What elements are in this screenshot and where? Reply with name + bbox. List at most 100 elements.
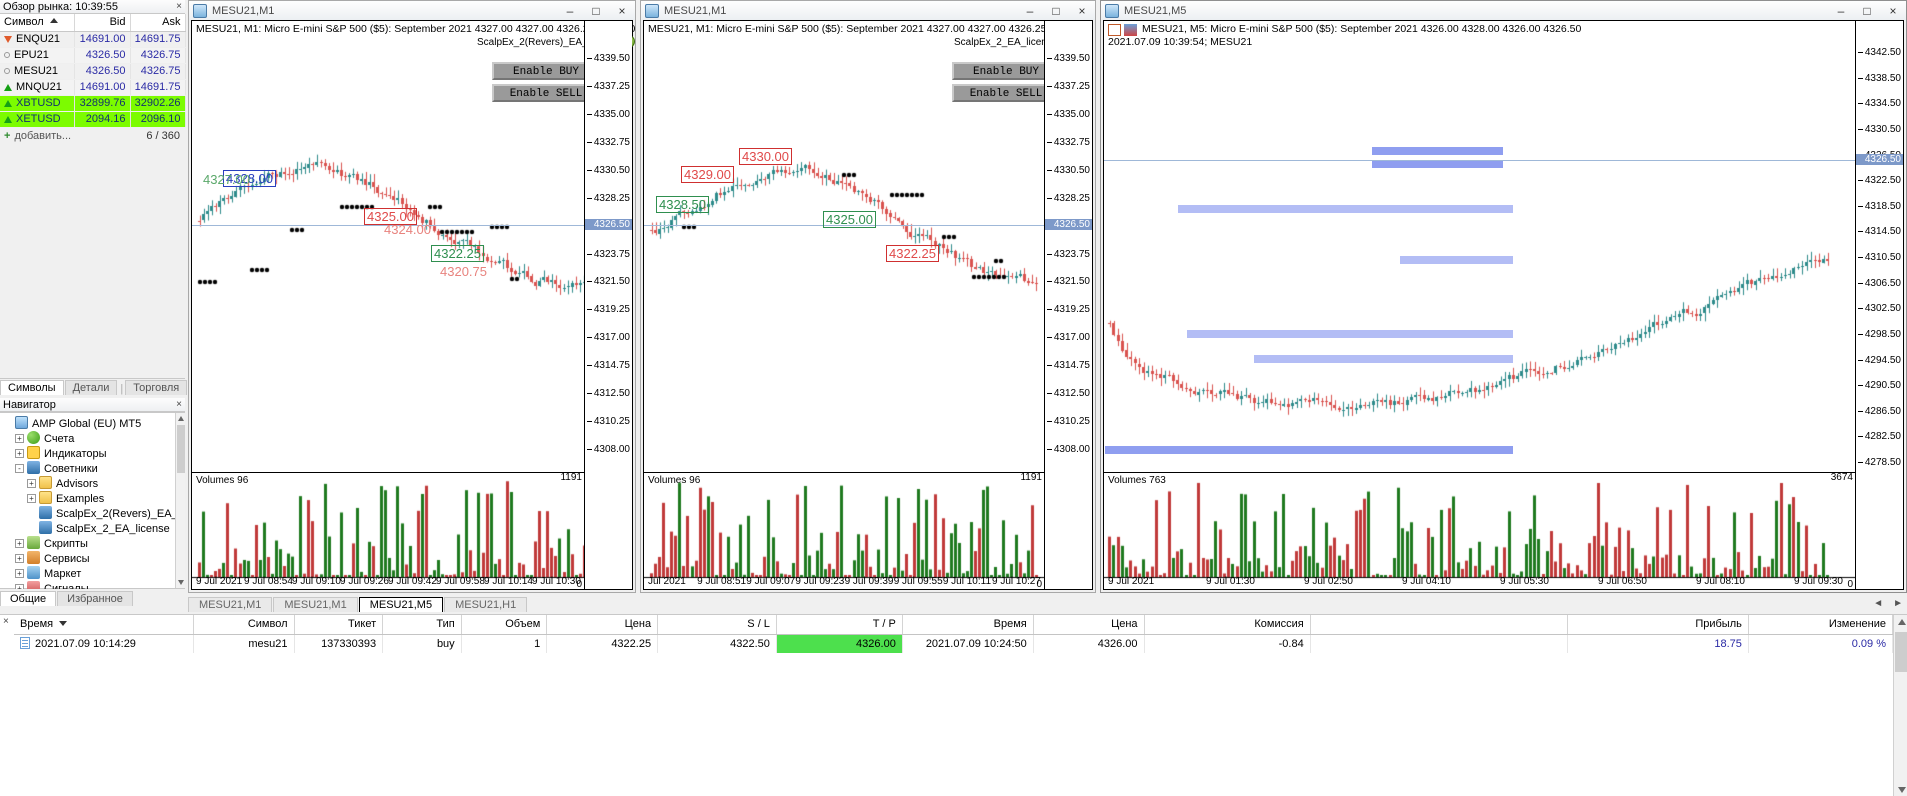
nav-item-services[interactable]: + Сервисы bbox=[3, 551, 185, 566]
nav-item-accounts[interactable]: + Счета bbox=[3, 431, 185, 446]
expander-icon[interactable]: + bbox=[27, 479, 36, 488]
col-header-symbol[interactable]: Символ bbox=[0, 14, 75, 32]
nav-item-folder[interactable]: + Advisors bbox=[3, 476, 185, 491]
minimize-button[interactable]: – bbox=[566, 3, 574, 18]
term-col-12[interactable]: Прибыль bbox=[1567, 615, 1749, 635]
expander-icon[interactable]: - bbox=[15, 464, 24, 473]
navigator-scrollbar[interactable] bbox=[175, 413, 185, 588]
expander-icon[interactable]: + bbox=[27, 494, 36, 503]
term-col-6[interactable]: S / L bbox=[657, 615, 777, 635]
add-symbol-label: добавить... bbox=[14, 129, 72, 142]
order-price-label: 4328.50 bbox=[656, 196, 709, 213]
expander-icon[interactable]: + bbox=[15, 569, 24, 578]
close-button[interactable]: × bbox=[618, 3, 626, 18]
minimize-button[interactable]: – bbox=[1837, 3, 1845, 18]
scroll-right-icon[interactable]: ► bbox=[1893, 598, 1903, 609]
table-row[interactable]: 2021.07.09 10:14:29 mesu21 137330393 buy 1 43… bbox=[14, 634, 1894, 653]
chart-window-3[interactable]: MESU21,M5 – □ × MESU21, M5: Micro E-mini… bbox=[1100, 0, 1907, 593]
chart1-y-axis[interactable]: 4339.50 4337.25 4335.00 4332.75 4330.50 4328.… bbox=[584, 21, 632, 589]
chart2-titlebar[interactable]: MESU21,M1 – □ × bbox=[641, 1, 1095, 20]
chart3-price-canvas[interactable] bbox=[1104, 47, 1857, 485]
nav-item-market[interactable]: + Маркет bbox=[3, 566, 185, 581]
chart3-y-axis[interactable]: 4342.50 4338.50 4334.50 4330.50 4326.50 4322.… bbox=[1855, 21, 1903, 589]
market-watch-row[interactable]: EPU21 4326.50 4326.75 bbox=[0, 47, 186, 64]
expander-icon[interactable]: + bbox=[15, 539, 24, 548]
scroll-left-icon[interactable]: ◄ bbox=[1873, 598, 1884, 609]
nav-item-indicators[interactable]: + Индикаторы bbox=[3, 446, 185, 461]
term-col-1[interactable]: Символ bbox=[193, 615, 295, 635]
tab-favorites[interactable]: Избранное bbox=[57, 591, 133, 606]
scroll-down-icon[interactable] bbox=[1898, 787, 1906, 793]
term-col-0[interactable]: Время bbox=[14, 615, 194, 635]
term-col-7[interactable]: T / P bbox=[776, 615, 903, 635]
minimize-button[interactable]: – bbox=[1026, 3, 1034, 18]
nav-item-terminal[interactable]: AMP Global (EU) MT5 bbox=[3, 416, 185, 431]
col-header-ask[interactable]: Ask bbox=[130, 14, 186, 32]
terminal-close-icon[interactable]: × bbox=[3, 616, 9, 627]
market-watch-row[interactable]: ENQU21 14691.00 14691.75 bbox=[0, 31, 186, 48]
term-col-8[interactable]: Время bbox=[902, 615, 1034, 635]
term-col-10[interactable]: Комиссия bbox=[1144, 615, 1311, 635]
add-symbol-row[interactable]: + добавить... 6 / 360 bbox=[0, 128, 185, 144]
expander-icon[interactable]: + bbox=[15, 554, 24, 563]
chart1-canvas-area[interactable]: MESU21, M1: Micro E-mini S&P 500 ($5): S… bbox=[191, 20, 635, 591]
close-button[interactable]: × bbox=[1889, 3, 1897, 18]
chart2-bid-line bbox=[644, 225, 1048, 226]
close-button[interactable]: × bbox=[1078, 3, 1086, 18]
scroll-up-icon[interactable] bbox=[178, 416, 184, 421]
scroll-down-icon[interactable] bbox=[178, 580, 184, 585]
chart3-canvas-area[interactable]: MESU21, M5: Micro E-mini S&P 500 ($5): S… bbox=[1103, 20, 1904, 591]
scrollbar-thumb[interactable] bbox=[1895, 632, 1907, 672]
chart-tab-2[interactable]: MESU21,M5 bbox=[358, 597, 444, 612]
nav-item-expert-file[interactable]: ScalpEx_2_EA_license bbox=[3, 521, 185, 536]
cell-symbol: MNQU21 bbox=[0, 79, 75, 96]
term-col-5[interactable]: Цена bbox=[546, 615, 659, 635]
tab-general[interactable]: Общие bbox=[0, 591, 57, 606]
term-col-9[interactable]: Цена bbox=[1033, 615, 1145, 635]
tab-symbols[interactable]: Символы bbox=[0, 380, 64, 395]
market-watch-row[interactable]: XBTUSD 32899.76 32902.26 bbox=[0, 95, 186, 112]
col-header-bid[interactable]: Bid bbox=[74, 14, 131, 32]
nav-item-folder[interactable]: + Examples bbox=[3, 491, 185, 506]
term-col-3[interactable]: Тип bbox=[382, 615, 462, 635]
chart-tabs-scroll[interactable]: ◄ ► bbox=[1873, 598, 1903, 609]
terminal-scrollbar[interactable] bbox=[1893, 615, 1907, 796]
close-icon[interactable]: × bbox=[176, 1, 182, 12]
expander-icon[interactable]: + bbox=[15, 449, 24, 458]
chart-window-2[interactable]: MESU21,M1 – □ × MESU21, M1: Micro E-mini… bbox=[640, 0, 1096, 593]
chart2-y-axis[interactable]: 4339.50 4337.25 4335.00 4332.75 4330.50 4328.… bbox=[1044, 21, 1092, 589]
expander-icon[interactable]: + bbox=[15, 434, 24, 443]
maximize-button[interactable]: □ bbox=[1863, 3, 1871, 18]
tab-trading[interactable]: Торговля bbox=[125, 380, 188, 395]
scrollbar-thumb[interactable] bbox=[177, 425, 185, 473]
market-watch-row[interactable]: MESU21 4326.50 4326.75 bbox=[0, 63, 186, 80]
chart3-title: MESU21,M5 bbox=[1124, 4, 1187, 17]
maximize-button[interactable]: □ bbox=[1052, 3, 1060, 18]
chart3-titlebar[interactable]: MESU21,M5 – □ × bbox=[1101, 1, 1906, 20]
chart-tab-1[interactable]: MESU21,M1 bbox=[273, 597, 358, 612]
nav-item-experts[interactable]: - Советники bbox=[3, 461, 185, 476]
term-col-13[interactable]: Изменение bbox=[1748, 615, 1894, 635]
nav-item-scripts[interactable]: + Скрипты bbox=[3, 536, 185, 551]
nav-item-label: Examples bbox=[56, 493, 105, 505]
nav-item-expert-file[interactable]: ScalpEx_2(Revers)_EA_lice bbox=[3, 506, 185, 521]
navigator-close-icon[interactable]: × bbox=[176, 399, 182, 410]
scroll-up-icon[interactable] bbox=[1898, 619, 1906, 625]
term-col-11[interactable] bbox=[1310, 615, 1568, 635]
x-tick: 9 Jul 08:51 bbox=[697, 576, 747, 587]
chart-window-1[interactable]: MESU21,M1 – □ × MESU21, M1: Micro E-mini… bbox=[188, 0, 636, 593]
term-col-2[interactable]: Тикет bbox=[294, 615, 384, 635]
chart1-titlebar[interactable]: MESU21,M1 – □ × bbox=[189, 1, 635, 20]
market-watch-row[interactable]: MNQU21 14691.00 14691.75 bbox=[0, 79, 186, 96]
chart2-canvas-area[interactable]: MESU21, M1: Micro E-mini S&P 500 ($5): S… bbox=[643, 20, 1093, 591]
chart3-current-price-badge: 4326.50 bbox=[1856, 154, 1903, 165]
term-col-4[interactable]: Объем bbox=[461, 615, 548, 635]
maximize-button[interactable]: □ bbox=[592, 3, 600, 18]
market-watch-row[interactable]: XETUSD 2094.16 2096.10 bbox=[0, 111, 186, 128]
chart2-price-canvas[interactable] bbox=[644, 47, 1048, 485]
chart-tab-0[interactable]: MESU21,M1 bbox=[188, 597, 273, 612]
chart1-price-canvas[interactable] bbox=[192, 47, 588, 485]
chart-tab-3[interactable]: MESU21,H1 bbox=[444, 597, 528, 612]
tab-details[interactable]: Детали bbox=[64, 380, 118, 395]
symbol-count: 6 / 360 bbox=[146, 129, 180, 142]
